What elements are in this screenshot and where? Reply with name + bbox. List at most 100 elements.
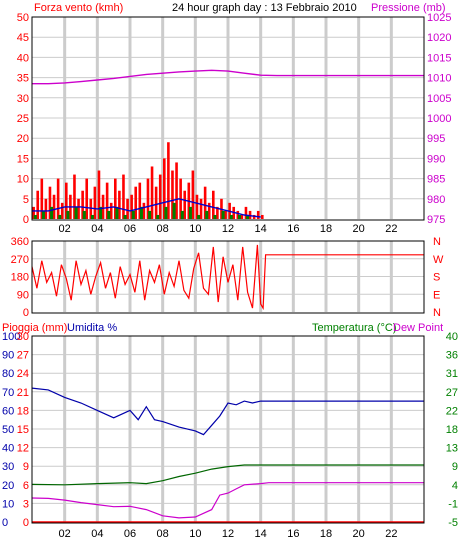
pressure-y-tick: 975 [427,214,445,226]
wind-speed-bar [146,178,150,219]
wind-x-tick: 10 [189,223,201,235]
wind-speed-bar [199,198,203,219]
wind-x-tick: 06 [124,223,136,235]
direction-y-tick: 0 [23,307,29,319]
rain-y-tick: 27 [17,350,29,362]
temperature-y-tick: 36 [446,350,458,362]
wind-speed-bar [122,174,125,219]
wind-average-bar [115,206,119,219]
wind-speed-bar [236,210,240,219]
rain-y-axis-labels: 0 3 6 9 12 15 18 21 24 27 30 [17,331,29,529]
wind-x-axis-labels: 02 04 06 08 10 12 14 16 18 20 22 [59,223,398,235]
temperature-x-tick: 16 [287,528,299,540]
wind-y-axis-labels: 0 5 10 15 20 25 30 35 40 45 50 [17,12,29,226]
pressure-y-tick: 1010 [427,73,451,85]
wind-y-tick: 5 [23,194,29,206]
rain-y-tick: 18 [17,405,29,417]
dew-point-line [31,482,424,519]
wind-average-bar [90,214,94,219]
wind-speed-bar [48,186,52,219]
direction-y-tick: 180 [11,272,29,284]
wind-speed-bar [212,190,215,219]
pressure-line [32,69,424,85]
wind-average-bar [180,210,184,219]
wind-speed-bar [77,198,80,219]
pressure-y-axis-labels: 975 980 985 990 995 1000 1005 1010 1015 1020 1025 [427,12,451,226]
wind-y-tick: 25 [17,113,29,125]
humidity-y-axis-labels: 0 10 20 30 40 50 60 70 80 90 100 [2,331,20,529]
wind-speed-bar [60,202,64,219]
wind-speed-bar [163,158,166,219]
temperature-y-tick: 13 [446,443,458,455]
pressure-y-tick: 1015 [427,52,451,64]
wind-speed-bar [114,178,117,219]
humidity-y-tick: 30 [2,461,14,473]
temperature-y-tick: -5 [448,517,458,529]
wind-speed-bar [191,170,195,219]
humidity-y-tick: 20 [2,480,14,492]
wind-x-tick: 22 [385,223,397,235]
rain-title: Pioggia (mm) [2,322,67,334]
wind-average-bar [50,206,54,219]
wind-speed-bar [154,186,158,219]
pressure-y-tick: 1025 [427,12,451,24]
wind-average-bar [74,206,78,219]
wind-speed-bar [150,166,154,219]
wind-average-bar [188,206,192,219]
wind-gust-line [32,198,261,218]
wind-speed-bar [207,202,211,219]
temperature-x-tick: 22 [385,528,397,540]
rain-y-tick: 3 [23,498,29,510]
wind-speed-bar [101,194,105,219]
humidity-y-tick: 40 [2,443,14,455]
wind-x-tick: 08 [157,223,169,235]
direction-y-tick: 270 [11,254,29,266]
graph-title: 24 hour graph day : 13 Febbraio 2010 [172,2,357,14]
humidity-y-tick: 10 [2,498,14,510]
direction-y-tick: 360 [11,236,29,248]
humidity-y-tick: 70 [2,387,14,399]
wind-y-tick: 45 [17,32,29,44]
temperature-panel-frame [31,335,425,524]
humidity-y-tick: 80 [2,368,14,380]
dewpoint-title: Dew Point [393,322,443,334]
wind-average-bar [156,214,160,219]
wind-speed-bar [73,174,76,219]
wind-speed-bar [216,206,219,219]
temperature-x-axis-labels: 02 04 06 08 10 12 14 16 18 20 22 [59,528,398,540]
compass-y-tick: N [433,236,441,248]
humidity-y-tick: 0 [2,517,8,529]
wind-speed-bar [256,210,260,219]
temperature-y-tick: 4 [452,480,458,492]
rain-y-tick: 12 [17,443,29,455]
wind-y-tick: 50 [17,12,29,24]
temperature-x-tick: 02 [59,528,71,540]
wind-average-bar [197,214,201,219]
rain-y-tick: 21 [17,387,29,399]
pressure-y-tick: 985 [427,174,445,186]
wind-average-bar [107,210,111,219]
wind-speed-bar [171,170,174,219]
direction-panel-frame [31,240,425,314]
temperature-y-tick: 31 [446,368,458,380]
humidity-y-tick: 50 [2,424,14,436]
temperature-panel-series [31,387,424,523]
wind-speed-bar [130,194,133,219]
wind-speed-bar [203,186,207,219]
wind-y-tick: 10 [17,174,29,186]
wind-average-bar [213,214,217,219]
wind-y-tick: 0 [23,214,29,226]
wind-speed-bar [261,214,264,219]
wind-average-bar [229,214,233,219]
temperature-x-tick: 10 [189,528,201,540]
temperature-y-tick: 40 [446,331,458,343]
wind-average-bar [123,214,127,219]
wind-speed-bar [93,186,97,219]
wind-average-bar [131,210,135,219]
wind-speed-bar [85,178,89,219]
wind-speed-bar [158,174,162,219]
temperature-title: Temperatura (°C) [312,322,396,334]
wind-average-bar [205,210,209,219]
wind-average-bar [41,210,45,219]
